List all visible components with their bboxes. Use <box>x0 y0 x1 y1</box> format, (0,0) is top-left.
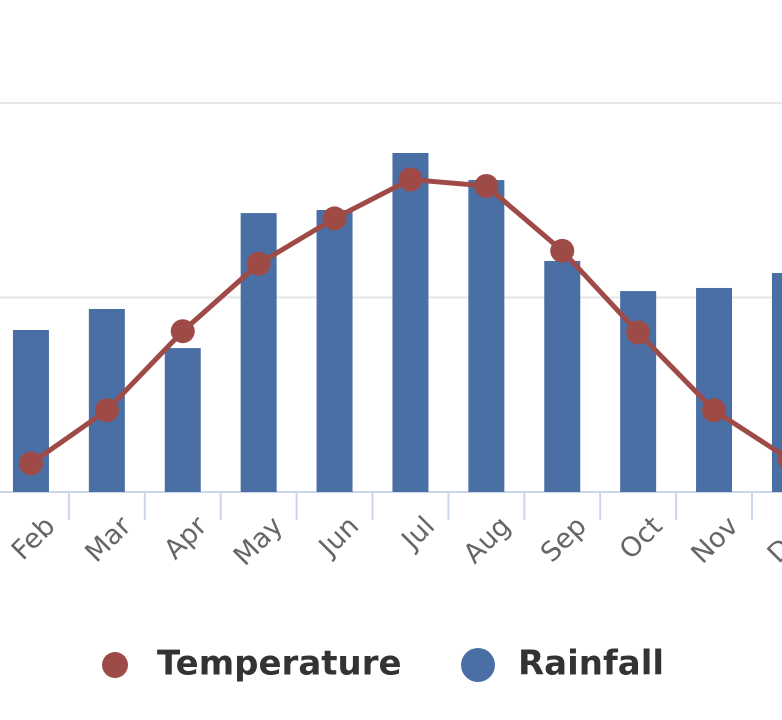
x-tick-label: Mar <box>79 510 138 569</box>
point <box>398 167 423 192</box>
bar <box>392 152 429 492</box>
point <box>702 398 727 423</box>
bar <box>468 180 505 492</box>
point <box>94 398 119 423</box>
point <box>777 450 782 469</box>
legend-label: Temperature <box>157 644 402 684</box>
x-tick-label: Jun <box>312 511 365 564</box>
legend-label: Rainfall <box>518 644 664 684</box>
point <box>170 319 195 344</box>
bar <box>544 260 581 492</box>
bar <box>316 209 353 492</box>
x-tick-label: Jul <box>395 511 441 557</box>
x-tick-label: Oct <box>614 511 669 566</box>
legend-marker <box>102 652 128 678</box>
point <box>626 320 651 345</box>
x-tick-label: Sep <box>535 511 593 569</box>
bar <box>164 348 201 492</box>
point <box>474 173 499 198</box>
legend-marker <box>461 648 495 682</box>
point <box>550 238 575 263</box>
x-tick-label: Apr <box>158 510 214 566</box>
point <box>246 251 271 276</box>
x-tick-label: Feb <box>6 511 62 567</box>
x-tick-label: May <box>228 511 289 572</box>
point <box>322 206 347 231</box>
bar <box>696 287 733 492</box>
bar <box>771 272 782 492</box>
x-tick-label: Aug <box>458 511 517 570</box>
x-tick-label: Nov <box>685 511 744 570</box>
point <box>18 451 43 476</box>
x-tick-label: Dec <box>762 511 782 570</box>
